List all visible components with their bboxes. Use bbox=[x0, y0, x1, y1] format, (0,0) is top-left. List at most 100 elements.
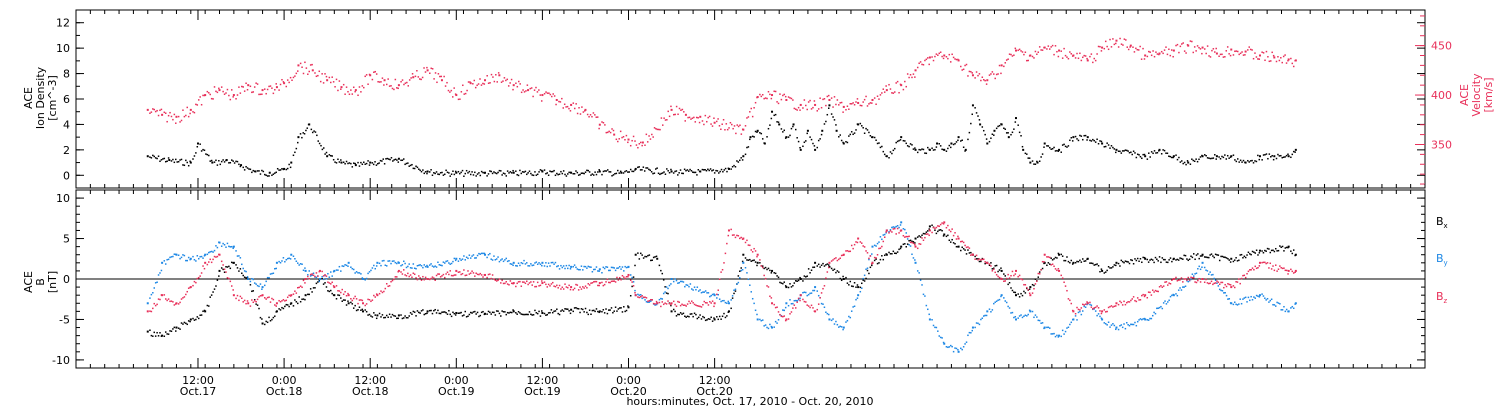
data-point bbox=[1124, 260, 1127, 262]
data-point bbox=[912, 148, 915, 150]
data-point bbox=[932, 324, 935, 327]
data-point bbox=[340, 291, 342, 294]
data-point bbox=[491, 259, 494, 261]
data-point bbox=[1250, 295, 1252, 298]
data-point bbox=[1212, 255, 1214, 257]
data-point bbox=[928, 229, 931, 232]
data-point bbox=[916, 151, 919, 154]
data-point bbox=[243, 270, 246, 272]
x-tick-label-time: 12:00 bbox=[182, 374, 214, 387]
data-point bbox=[428, 278, 431, 281]
data-point bbox=[1268, 301, 1270, 303]
data-point bbox=[163, 260, 166, 262]
data-point bbox=[1287, 153, 1289, 155]
data-point bbox=[498, 260, 501, 263]
data-point bbox=[189, 257, 192, 260]
data-point bbox=[951, 238, 953, 241]
data-point bbox=[409, 267, 412, 269]
data-point bbox=[236, 267, 239, 269]
data-point bbox=[990, 262, 992, 264]
data-point bbox=[229, 161, 232, 164]
data-point bbox=[1238, 161, 1240, 163]
data-point bbox=[478, 273, 480, 276]
data-point bbox=[204, 310, 207, 313]
data-point bbox=[934, 55, 936, 58]
data-point bbox=[510, 263, 513, 265]
data-point bbox=[691, 117, 694, 119]
data-point bbox=[196, 316, 199, 318]
data-point bbox=[925, 231, 928, 233]
data-point bbox=[597, 171, 599, 173]
data-point bbox=[1113, 148, 1116, 150]
data-point bbox=[297, 136, 300, 139]
data-point bbox=[737, 275, 740, 277]
data-point bbox=[232, 245, 235, 248]
data-point bbox=[1172, 156, 1174, 159]
data-point bbox=[657, 172, 660, 175]
data-point bbox=[1092, 262, 1094, 265]
data-point bbox=[390, 262, 392, 265]
data-point bbox=[780, 98, 783, 101]
data-point bbox=[377, 162, 379, 165]
data-point bbox=[371, 267, 374, 269]
data-point bbox=[648, 254, 651, 256]
data-point bbox=[621, 136, 623, 139]
data-point bbox=[667, 292, 669, 295]
data-point bbox=[1057, 252, 1060, 255]
data-point bbox=[299, 285, 302, 287]
data-point bbox=[1050, 264, 1052, 266]
data-point bbox=[460, 273, 462, 276]
data-point bbox=[295, 147, 298, 150]
data-point bbox=[507, 85, 510, 87]
data-point bbox=[1064, 54, 1067, 57]
data-point bbox=[431, 174, 434, 176]
data-point bbox=[285, 259, 288, 261]
data-point bbox=[637, 252, 639, 254]
data-point bbox=[567, 286, 569, 289]
data-point bbox=[241, 263, 243, 266]
data-point bbox=[435, 312, 438, 314]
data-point bbox=[536, 281, 539, 284]
data-point bbox=[324, 73, 326, 75]
data-point bbox=[528, 311, 531, 313]
data-point bbox=[948, 346, 951, 348]
data-point bbox=[261, 89, 264, 92]
data-point bbox=[565, 175, 568, 177]
data-point bbox=[1187, 280, 1190, 283]
data-point bbox=[659, 128, 661, 131]
data-point bbox=[180, 298, 183, 300]
data-point bbox=[276, 167, 279, 170]
data-point bbox=[789, 299, 791, 301]
data-point bbox=[531, 314, 533, 316]
data-point bbox=[476, 254, 479, 257]
data-point bbox=[209, 93, 211, 96]
data-point bbox=[975, 112, 978, 114]
data-point bbox=[516, 265, 518, 267]
data-point bbox=[419, 169, 421, 172]
data-point bbox=[668, 171, 671, 174]
data-point bbox=[584, 265, 587, 268]
data-point bbox=[653, 127, 656, 129]
data-point bbox=[397, 261, 400, 264]
top-left-axis-title-line1: ACE bbox=[22, 87, 35, 109]
data-point bbox=[555, 103, 557, 106]
data-point bbox=[1195, 254, 1198, 256]
data-point bbox=[756, 264, 758, 267]
data-point bbox=[1037, 272, 1040, 275]
data-point bbox=[1113, 324, 1116, 327]
data-point bbox=[825, 311, 827, 313]
data-point bbox=[563, 103, 566, 106]
data-point bbox=[908, 145, 910, 148]
data-point bbox=[962, 241, 965, 244]
data-point bbox=[1084, 303, 1087, 305]
data-point bbox=[1252, 57, 1255, 60]
data-point bbox=[299, 133, 302, 135]
data-point bbox=[213, 86, 216, 88]
data-point bbox=[990, 265, 992, 267]
data-point bbox=[393, 88, 395, 91]
data-point bbox=[397, 269, 400, 272]
data-point bbox=[265, 174, 267, 177]
data-point bbox=[1151, 314, 1154, 317]
data-point bbox=[536, 312, 539, 315]
data-point bbox=[812, 266, 814, 269]
